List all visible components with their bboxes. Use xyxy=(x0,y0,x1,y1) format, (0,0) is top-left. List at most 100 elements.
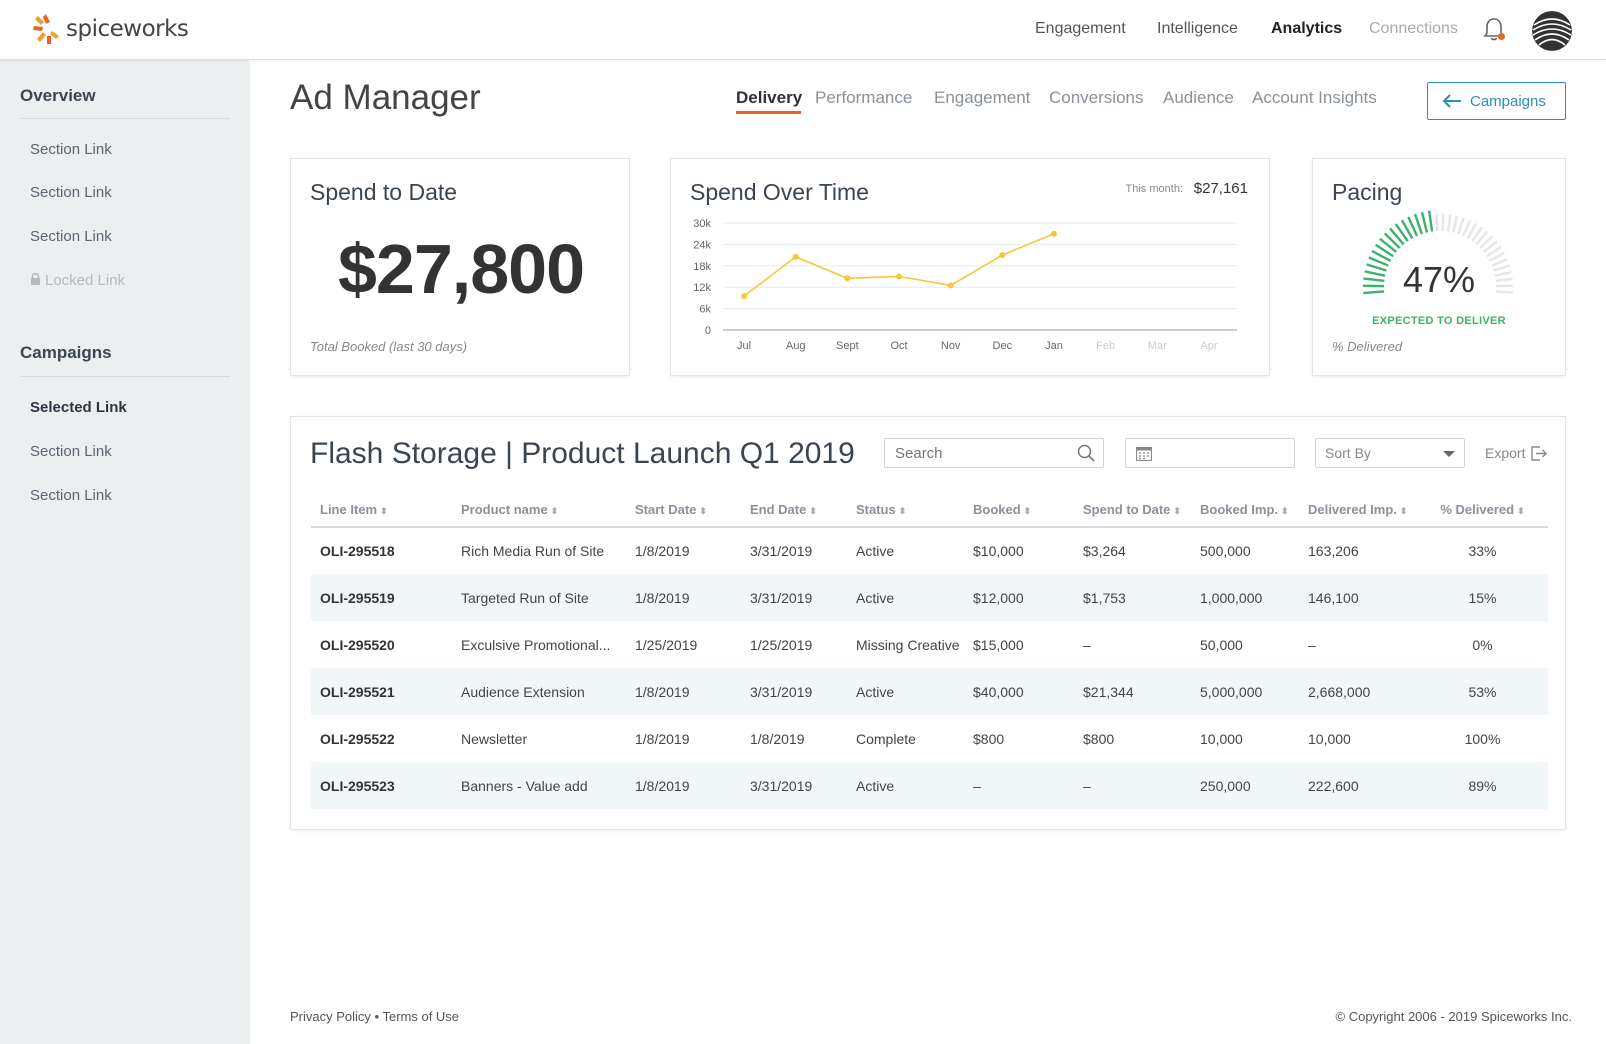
y-tick-label: 24k xyxy=(693,239,711,251)
search-icon[interactable] xyxy=(1077,444,1095,462)
gauge-tick-empty xyxy=(1475,230,1489,246)
sort-arrows-icon: ⬍ xyxy=(1399,506,1408,516)
campaigns-back-button[interactable]: Campaigns xyxy=(1427,82,1566,120)
spend-over-time-title: Spend Over Time xyxy=(690,179,869,205)
table-row[interactable]: OLI-295522 Newsletter 1/8/2019 1/8/2019 Comp… xyxy=(311,715,1548,762)
table-cell: OLI-295518 xyxy=(320,543,395,559)
table-row[interactable]: OLI-295518 Rich Media Run of Site 1/8/2019… xyxy=(311,527,1548,574)
date-range-field[interactable] xyxy=(1125,438,1295,468)
table-cell: 10,000 xyxy=(1200,730,1243,747)
table-cell: 50,000 xyxy=(1200,636,1243,653)
line-items-table: Line Item ⬍ Product name ⬍ Start Date ⬍ End Da… xyxy=(311,493,1548,809)
line-items-card: Flash Storage | Product Launch Q1 2019 S… xyxy=(290,416,1566,830)
table-cell: 1/8/2019 xyxy=(635,543,690,559)
column-header-label: % Delivered xyxy=(1440,502,1515,517)
table-row[interactable]: OLI-295520 Exculsive Promotional... 1/25/2… xyxy=(311,621,1548,668)
table-cell: Complete xyxy=(856,730,916,747)
tab-conversions[interactable]: Conversions xyxy=(1049,88,1144,107)
pacing-card: Pacing 47% EXPECTED TO DELIVER % Deliver… xyxy=(1312,158,1566,376)
table-cell: 33% xyxy=(1468,543,1497,559)
campaign-title: Flash Storage | Product Launch Q1 2019 xyxy=(310,437,855,470)
sort-by-label: Sort By xyxy=(1325,445,1371,461)
spend-over-time-card: Spend Over Time This month: $27,161 30k 2… xyxy=(670,158,1270,376)
export-button[interactable]: Export xyxy=(1485,445,1548,461)
gauge-tick-filled xyxy=(1427,210,1434,232)
pacing-percent: 47% xyxy=(1402,259,1476,300)
tab-account-insights[interactable]: Account Insights xyxy=(1252,88,1377,107)
table-cell: 89% xyxy=(1417,762,1548,809)
spiceworks-logo-icon xyxy=(33,14,59,44)
column-header[interactable]: Start Date ⬍ xyxy=(626,493,741,528)
nav-engagement[interactable]: Engagement xyxy=(1035,20,1126,37)
tab-performance[interactable]: Performance xyxy=(815,88,913,107)
table-cell: OLI-295521 xyxy=(311,668,452,715)
column-header[interactable]: Spend to Date ⬍ xyxy=(1074,493,1191,528)
column-header[interactable]: Product name ⬍ xyxy=(452,493,626,528)
tab-audience[interactable]: Audience xyxy=(1163,88,1234,107)
table-cell: Active xyxy=(856,543,895,559)
tab-engagement[interactable]: Engagement xyxy=(934,88,1031,107)
nav-intelligence[interactable]: Intelligence xyxy=(1157,20,1238,37)
column-header[interactable]: End Date ⬍ xyxy=(741,493,847,528)
x-tick-label: Mar xyxy=(1148,340,1167,352)
table-cell: 1/8/2019 xyxy=(635,730,690,747)
gauge-tick-filled xyxy=(1366,263,1387,272)
sidebar-item-campaign-2[interactable]: Section Link xyxy=(30,443,112,460)
sidebar-item-overview-1[interactable]: Section Link xyxy=(30,141,112,158)
table-cell: 100% xyxy=(1464,730,1501,747)
sidebar-heading-overview: Overview xyxy=(20,86,96,105)
sidebar-divider xyxy=(20,118,230,119)
gauge-tick-empty xyxy=(1488,251,1506,262)
terms-of-use-link[interactable]: Terms of Use xyxy=(382,1009,460,1024)
table-row[interactable]: OLI-295519 Targeted Run of Site 1/8/2019 3/… xyxy=(311,574,1548,621)
gauge-tick-empty xyxy=(1482,240,1498,253)
spend-to-date-footnote: Total Booked (last 30 days) xyxy=(310,339,468,354)
sidebar-item-locked: Locked Link xyxy=(30,272,125,289)
table-cell: $21,344 xyxy=(1074,668,1191,715)
x-tick-label: Nov xyxy=(941,340,961,352)
data-point xyxy=(999,252,1006,259)
this-month-label: This month: xyxy=(1125,183,1183,195)
notification-bell-icon[interactable] xyxy=(1482,16,1506,42)
table-row[interactable]: OLI-295523 Banners - Value add 1/8/2019 3/3… xyxy=(311,762,1548,809)
gauge-tick-filled xyxy=(1389,227,1405,246)
sort-arrows-icon: ⬍ xyxy=(380,506,388,516)
user-avatar[interactable] xyxy=(1532,11,1572,51)
spiceworks-logo[interactable]: spiceworks xyxy=(32,12,189,46)
active-tab-indicator xyxy=(736,111,801,114)
gauge-tick-filled xyxy=(1383,232,1401,249)
x-tick-label: Feb xyxy=(1096,340,1115,352)
column-header[interactable]: Booked Imp. ⬍ xyxy=(1191,493,1299,528)
table-cell: 500,000 xyxy=(1200,543,1251,559)
sidebar-item-campaign-3[interactable]: Section Link xyxy=(30,487,112,504)
column-header[interactable]: Booked ⬍ xyxy=(964,493,1074,528)
gauge-tick-filled xyxy=(1363,277,1385,283)
column-header-label: Product name xyxy=(461,502,548,517)
data-point xyxy=(792,253,799,260)
column-header[interactable]: Status ⬍ xyxy=(847,493,964,528)
column-header-label: Line Item xyxy=(320,502,378,517)
sidebar-item-selected[interactable]: Selected Link xyxy=(30,399,127,416)
column-header[interactable]: Delivered Imp. ⬍ xyxy=(1299,493,1417,528)
table-row[interactable]: OLI-295521 Audience Extension 1/8/2019 3/31… xyxy=(311,668,1548,715)
chevron-down-icon xyxy=(1443,451,1455,457)
sidebar-divider xyxy=(20,376,230,377)
gauge-tick-filled xyxy=(1394,223,1409,242)
y-tick-label: 0 xyxy=(705,325,711,337)
y-tick-label: 18k xyxy=(693,261,711,273)
search-input[interactable] xyxy=(884,438,1104,468)
sidebar-item-overview-3[interactable]: Section Link xyxy=(30,228,112,245)
column-header-label: Start Date xyxy=(635,502,697,517)
sort-by-select[interactable]: Sort By xyxy=(1315,438,1465,468)
sidebar-item-overview-2[interactable]: Section Link xyxy=(30,184,112,201)
privacy-policy-link[interactable]: Privacy Policy xyxy=(290,1009,371,1024)
nav-analytics[interactable]: Analytics xyxy=(1271,20,1343,37)
column-header[interactable]: Line Item ⬍ xyxy=(311,493,452,528)
tab-delivery[interactable]: Delivery xyxy=(736,88,803,107)
column-header-label: Delivered Imp. xyxy=(1308,502,1397,517)
gauge-tick-empty xyxy=(1466,222,1478,239)
table-header-row: Line Item ⬍ Product name ⬍ Start Date ⬍ End Da… xyxy=(311,493,1548,528)
column-header[interactable]: % Delivered ⬍ xyxy=(1417,493,1548,528)
table-cell: Active xyxy=(847,762,964,809)
gauge-tick-empty xyxy=(1495,290,1513,294)
